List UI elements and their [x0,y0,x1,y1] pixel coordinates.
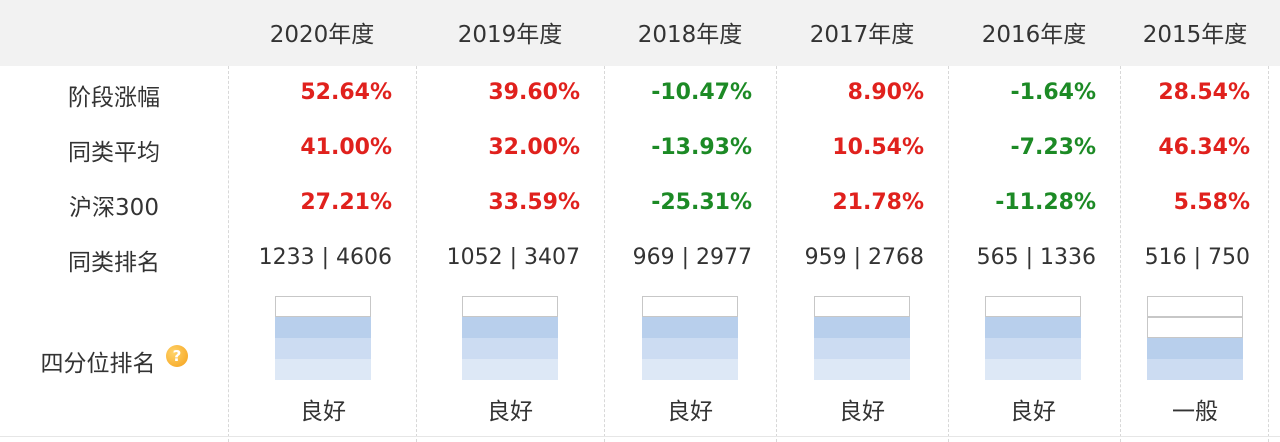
column-header-2015: 2015年度 [1142,22,1248,48]
quartile-segment [275,317,371,338]
quartile-segment [462,359,558,380]
stage-return-2016: -1.64% [1010,80,1096,105]
quartile-segment [1147,317,1243,338]
stage-return-2017: 8.90% [847,80,924,105]
quartile-segment [985,359,1081,380]
stage-return-2019: 39.60% [488,80,580,105]
table-bottom-border [0,436,1280,437]
quartile-segment [1147,338,1243,359]
quartile-segment [642,359,738,380]
quartile-chart-2018 [642,296,738,380]
quartile-segment [814,338,910,359]
peer-average-2017: 10.54% [832,135,924,160]
column-header-2019: 2019年度 [457,22,563,48]
column-header-2016: 2016年度 [981,22,1087,48]
quartile-segment [814,359,910,380]
peer-rank-2017: 959 | 2768 [804,245,924,270]
column-header-2018: 2018年度 [637,22,743,48]
quartile-segment [462,296,558,317]
column-header-2020: 2020年度 [269,22,375,48]
quartile-rating-2017: 良好 [839,399,885,425]
csi300-2016: -11.28% [995,190,1096,215]
row-label-stage-return: 阶段涨幅 [68,85,160,111]
peer-average-2016: -7.23% [1010,135,1096,160]
csi300-2019: 33.59% [488,190,580,215]
peer-rank-2019: 1052 | 3407 [446,245,580,270]
quartile-segment [462,338,558,359]
column-divider [776,66,777,442]
quartile-segment [462,317,558,338]
question-mark-icon[interactable]: ? [166,345,188,367]
quartile-segment [642,338,738,359]
quartile-segment [1147,296,1243,317]
csi300-2017: 21.78% [832,190,924,215]
quartile-segment [1147,359,1243,380]
peer-average-2020: 41.00% [300,135,392,160]
quartile-segment [814,317,910,338]
column-divider [604,66,605,442]
column-divider [1268,66,1269,442]
quartile-rating-2020: 良好 [300,399,346,425]
peer-rank-2018: 969 | 2977 [632,245,752,270]
stage-return-2015: 28.54% [1158,80,1250,105]
column-divider [416,66,417,442]
quartile-rating-2019: 良好 [487,399,533,425]
peer-average-2018: -13.93% [651,135,752,160]
quartile-chart-2017 [814,296,910,380]
column-divider [1120,66,1121,442]
peer-rank-2020: 1233 | 4606 [258,245,392,270]
quartile-segment [275,338,371,359]
table-header: 2020年度 2019年度 2018年度 2017年度 2016年度 2015年… [0,0,1280,66]
csi300-2018: -25.31% [651,190,752,215]
quartile-segment [985,317,1081,338]
row-label-peer-average: 同类平均 [68,140,160,166]
row-label-peer-rank: 同类排名 [68,250,160,276]
peer-average-2015: 46.34% [1158,135,1250,160]
row-label-quartile: 四分位排名 [40,351,156,377]
peer-average-2019: 32.00% [488,135,580,160]
quartile-chart-2015 [1147,296,1243,380]
row-label-csi300: 沪深300 [69,195,159,221]
quartile-segment [275,359,371,380]
stage-return-2020: 52.64% [300,80,392,105]
csi300-2020: 27.21% [300,190,392,215]
quartile-segment [985,296,1081,317]
quartile-segment [985,338,1081,359]
quartile-chart-2020 [275,296,371,380]
quartile-rating-2016: 良好 [1010,399,1056,425]
stage-return-2018: -10.47% [651,80,752,105]
column-divider [228,66,229,442]
column-header-2017: 2017年度 [809,22,915,48]
quartile-segment [642,317,738,338]
peer-rank-2016: 565 | 1336 [976,245,1096,270]
quartile-segment [275,296,371,317]
quartile-chart-2016 [985,296,1081,380]
csi300-2015: 5.58% [1173,190,1250,215]
peer-rank-2015: 516 | 750 [1144,245,1250,270]
quartile-rating-2015: 一般 [1172,399,1218,425]
quartile-rating-2018: 良好 [667,399,713,425]
quartile-segment [814,296,910,317]
quartile-chart-2019 [462,296,558,380]
quartile-segment [642,296,738,317]
column-divider [948,66,949,442]
